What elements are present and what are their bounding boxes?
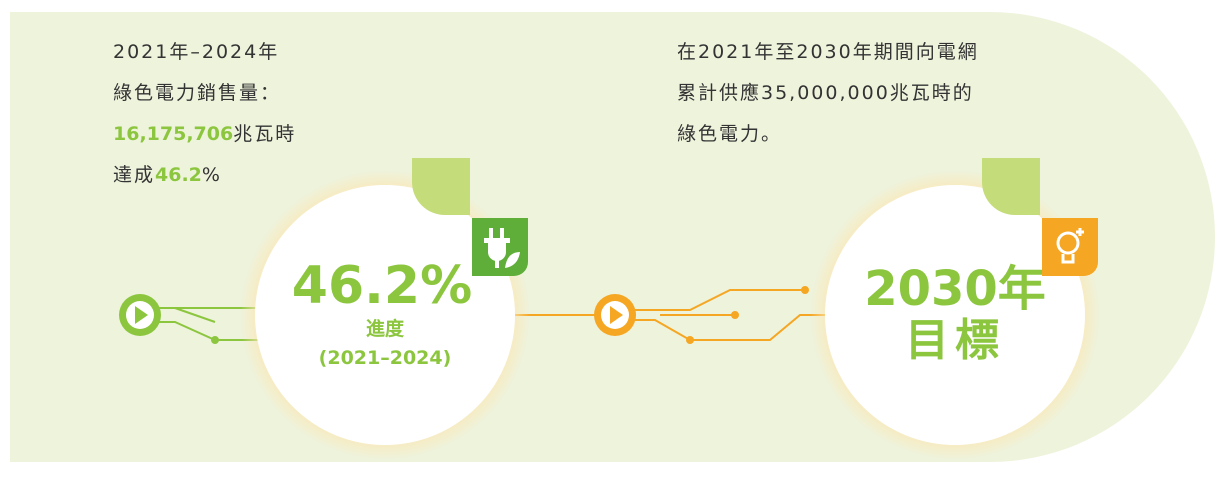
prefix: 達成 (113, 164, 155, 186)
progress-period: (2021–2024) (319, 347, 452, 369)
note-line: 綠色電力銷售量： (113, 82, 281, 104)
plug-glyph (484, 228, 520, 268)
highlight: 46.2 (155, 164, 202, 186)
play-arrow (610, 306, 623, 324)
unit: 兆瓦時 (233, 123, 296, 145)
leaf (982, 158, 1040, 215)
target-circle (825, 185, 1085, 445)
note-line: 16,175,706兆瓦時 (113, 123, 296, 145)
progress-label: 進度 (366, 317, 405, 340)
progress-value: 46.2% (292, 256, 472, 316)
highlight: 16,175,706 (113, 123, 233, 145)
target-label: 目標 (905, 315, 1005, 366)
bulb-icon (1042, 218, 1098, 276)
note-line: 在2021年至2030年期間向電網 (677, 41, 979, 63)
note-line: 2021年–2024年 (113, 41, 279, 63)
note-line: 達成46.2% (113, 164, 222, 186)
progress-circle (255, 185, 515, 445)
play-arrow (135, 306, 148, 324)
bulb-glyph (1056, 228, 1084, 264)
unit: % (202, 164, 222, 186)
note-line: 累計供應35,000,000兆瓦時的 (677, 81, 974, 104)
target-year: 2030年 (864, 261, 1046, 317)
leaf (412, 158, 470, 215)
note-line: 綠色電力。 (677, 123, 782, 145)
